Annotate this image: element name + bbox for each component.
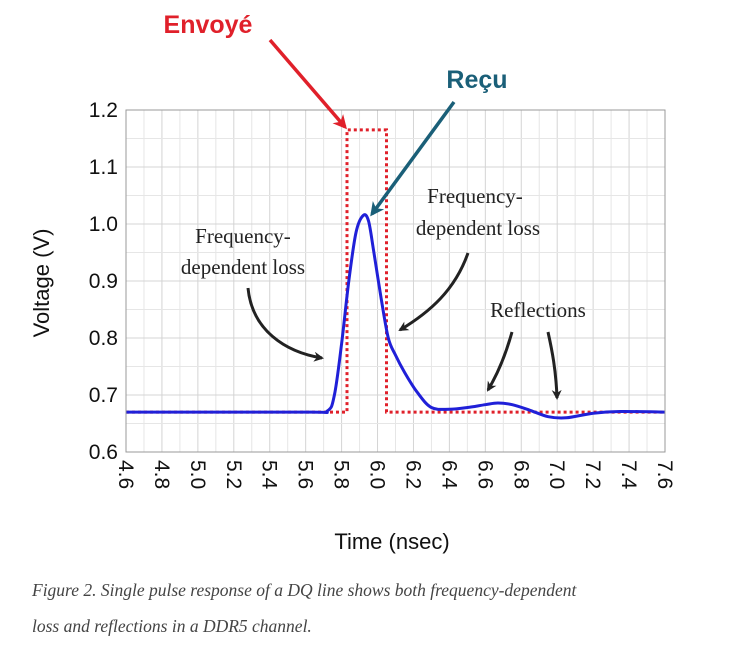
grid [125, 109, 666, 453]
x-tick-label: 5.4 [258, 460, 281, 490]
label-envoye: Envoyé [164, 11, 253, 39]
arrow-envoye [268, 38, 347, 130]
x-tick-label: 5.6 [294, 460, 317, 489]
y-tick-label: 0.6 [89, 441, 118, 464]
x-tick-label: 6.8 [509, 460, 532, 489]
y-tick-label: 1.2 [89, 99, 118, 122]
annotation-arrow-right-loss [398, 252, 470, 332]
annotation-freq-loss-left-line2: dependent loss [181, 255, 305, 279]
series-line-envoye [126, 128, 665, 414]
x-tick-label: 7.4 [617, 460, 640, 490]
x-tick-label: 7.6 [653, 460, 676, 489]
x-tick-label: 5.0 [186, 460, 209, 489]
x-tick-label: 7.2 [581, 460, 604, 489]
y-tick-label: 1.1 [89, 156, 118, 179]
annotation-freq-loss-left-line1: Frequency- [195, 224, 291, 248]
x-tick-label: 5.8 [330, 460, 353, 489]
x-tick-label: 6.2 [401, 460, 424, 489]
series-layer [125, 128, 666, 420]
y-tick-label: 0.8 [89, 327, 118, 350]
arrow-recu [370, 100, 456, 217]
annotation-reflections: Reflections [490, 298, 586, 322]
plot-frame [125, 109, 666, 453]
annotation-arrow-reflection-1 [486, 331, 514, 392]
x-tick-label: 6.6 [473, 460, 496, 489]
x-tick-label: 4.8 [150, 460, 173, 489]
caption-line-1: Figure 2. Single pulse response of a DQ … [32, 580, 577, 600]
label-recu: Reçu [446, 66, 507, 94]
annotation-arrow-reflection-2 [546, 331, 562, 400]
x-axis-title: Time (nsec) [334, 529, 449, 554]
y-tick-label: 0.9 [89, 270, 118, 293]
x-tick-label: 7.0 [545, 460, 568, 489]
tick-labels: 4.6 4.8 5.0 5.2 5.4 5.6 5.8 6.0 6.2 6.4 6.6 6.8 7.0 7… [89, 99, 676, 490]
y-tick-label: 1.0 [89, 213, 118, 236]
x-tick-label: 5.2 [222, 460, 245, 489]
y-axis-title: Voltage (V) [29, 229, 54, 338]
figure-caption: Figure 2. Single pulse response of a DQ … [32, 572, 722, 644]
annotation-freq-loss-right-line1: Frequency- [427, 184, 523, 208]
x-tick-label: 6.4 [437, 460, 460, 490]
series-line-recu [125, 213, 666, 420]
caption-line-2: loss and reflections in a DDR5 channel. [32, 616, 312, 636]
chart: 4.6 4.8 5.0 5.2 5.4 5.6 5.8 6.0 6.2 6.4 6.6 6.8 7.0 7… [29, 11, 676, 554]
x-tick-label: 6.0 [366, 460, 389, 489]
y-tick-label: 0.7 [89, 384, 118, 407]
x-tick-label: 4.6 [114, 460, 137, 489]
annotation-freq-loss-right-line2: dependent loss [416, 216, 540, 240]
annotation-arrow-left-loss [246, 287, 324, 362]
